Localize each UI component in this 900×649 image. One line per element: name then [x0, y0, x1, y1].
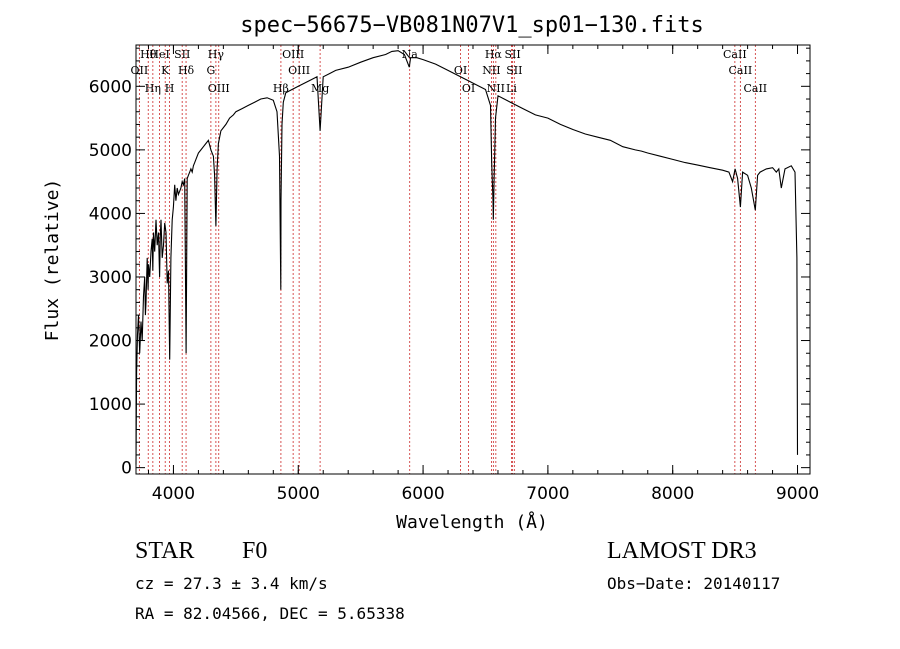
y-tick-label-2: 2000 [89, 332, 132, 352]
x-tick-label-5: 9000 [776, 484, 819, 504]
line-label-22: SII [506, 64, 522, 77]
line-label-21: SII [504, 48, 520, 61]
line-label-20: NII [487, 82, 505, 95]
line-label-26: CaII [743, 82, 767, 95]
line-label-10: G [206, 64, 215, 77]
line-label-12: OIII [282, 48, 304, 61]
line-label-25: CaII [729, 64, 753, 77]
x-tick-label-4: 8000 [651, 484, 694, 504]
y-tick-label-0: 0 [121, 459, 132, 479]
object-type: STAR [135, 538, 195, 564]
plot-frame [135, 44, 811, 475]
line-label-3: HeI [149, 48, 169, 61]
line-label-11: Hβ [273, 82, 289, 95]
x-axis-label: Wavelength (Å) [396, 511, 548, 533]
spectral-subclass: F0 [242, 538, 268, 564]
y-tick-label-3: 3000 [89, 268, 132, 288]
redshift-cz: cz = 27.3 ± 3.4 km/s [135, 574, 328, 593]
x-tick-label-2: 6000 [401, 484, 444, 504]
line-label-23: Li [506, 82, 517, 95]
line-label-16: OI [454, 64, 467, 77]
line-label-14: Mg [311, 82, 329, 95]
line-label-13: OIII [288, 64, 310, 77]
line-label-18: Hα [485, 48, 503, 61]
observation-date: Obs−Date: 20140117 [607, 574, 781, 593]
y-tick-label-5: 5000 [89, 141, 132, 161]
axis-ticks-layer: 4000 5000 6000 7000 8000 9000 0 1000 2000 3000 400… [89, 45, 819, 504]
line-label-6: SII [174, 48, 190, 61]
y-axis-label: Flux (relative) [42, 179, 63, 342]
chart-title: spec−56675−VB081N07V1_sp01−130.fits [240, 13, 704, 38]
survey-name: LAMOST DR3 [607, 538, 757, 564]
line-label-4: K [161, 64, 170, 77]
x-tick-label-0: 4000 [152, 484, 195, 504]
line-label-5: H [165, 82, 175, 95]
x-tick-label-1: 5000 [277, 484, 320, 504]
line-label-19: NII [482, 64, 500, 77]
line-label-7: Hδ [178, 64, 195, 77]
line-label-8: OIII [208, 82, 230, 95]
flux-series-line [135, 50, 799, 465]
y-tick-label-6: 6000 [89, 77, 132, 97]
emission-lines-layer [138, 45, 756, 474]
line-label-9: Hγ [208, 48, 225, 61]
x-tick-label-3: 7000 [526, 484, 569, 504]
y-tick-label-1: 1000 [89, 395, 132, 415]
line-labels-layer: HθOIIHηHeIKHSIIHδOIIIHγGHβOIIIOIIIMgNaOI… [131, 48, 768, 95]
line-label-2: Hη [145, 82, 161, 95]
line-label-1: OII [131, 64, 149, 77]
line-label-0: Hθ [140, 48, 157, 61]
y-tick-label-4: 4000 [89, 204, 132, 224]
line-label-17: OI [462, 82, 475, 95]
line-label-24: CaII [723, 48, 747, 61]
coordinates: RA = 82.04566, DEC = 5.65338 [135, 604, 405, 623]
